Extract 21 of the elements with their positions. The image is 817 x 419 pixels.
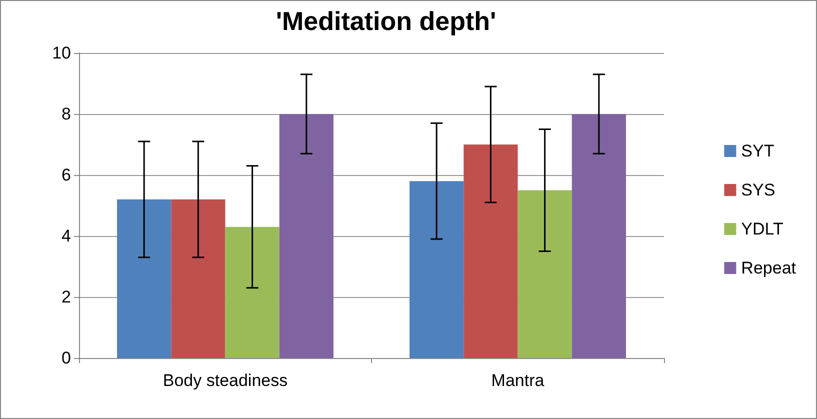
legend-label: SYT: [741, 142, 774, 160]
y-tick-label: 2: [62, 288, 71, 306]
chart-title: 'Meditation depth': [276, 6, 496, 36]
bar: [279, 114, 334, 358]
bar: [171, 199, 226, 358]
y-tick-label: 8: [62, 104, 71, 124]
y-tick-label: 0: [62, 348, 71, 368]
legend-label: SYS: [741, 180, 776, 200]
legend-label: YDLT: [741, 220, 784, 238]
bar: [518, 190, 572, 358]
bar: [225, 226, 280, 358]
y-tick-label: 4: [62, 226, 71, 246]
bar: [117, 199, 172, 358]
y-tick-label: 10: [52, 44, 71, 62]
bar: [464, 144, 518, 358]
legend-label: Repeat: [741, 258, 796, 278]
x-tick-label: Body steadiness: [162, 371, 288, 390]
bar: [410, 181, 464, 358]
y-tick-label: 6: [62, 166, 71, 184]
x-tick-label: Mantra: [491, 371, 545, 390]
bar: [572, 114, 626, 358]
